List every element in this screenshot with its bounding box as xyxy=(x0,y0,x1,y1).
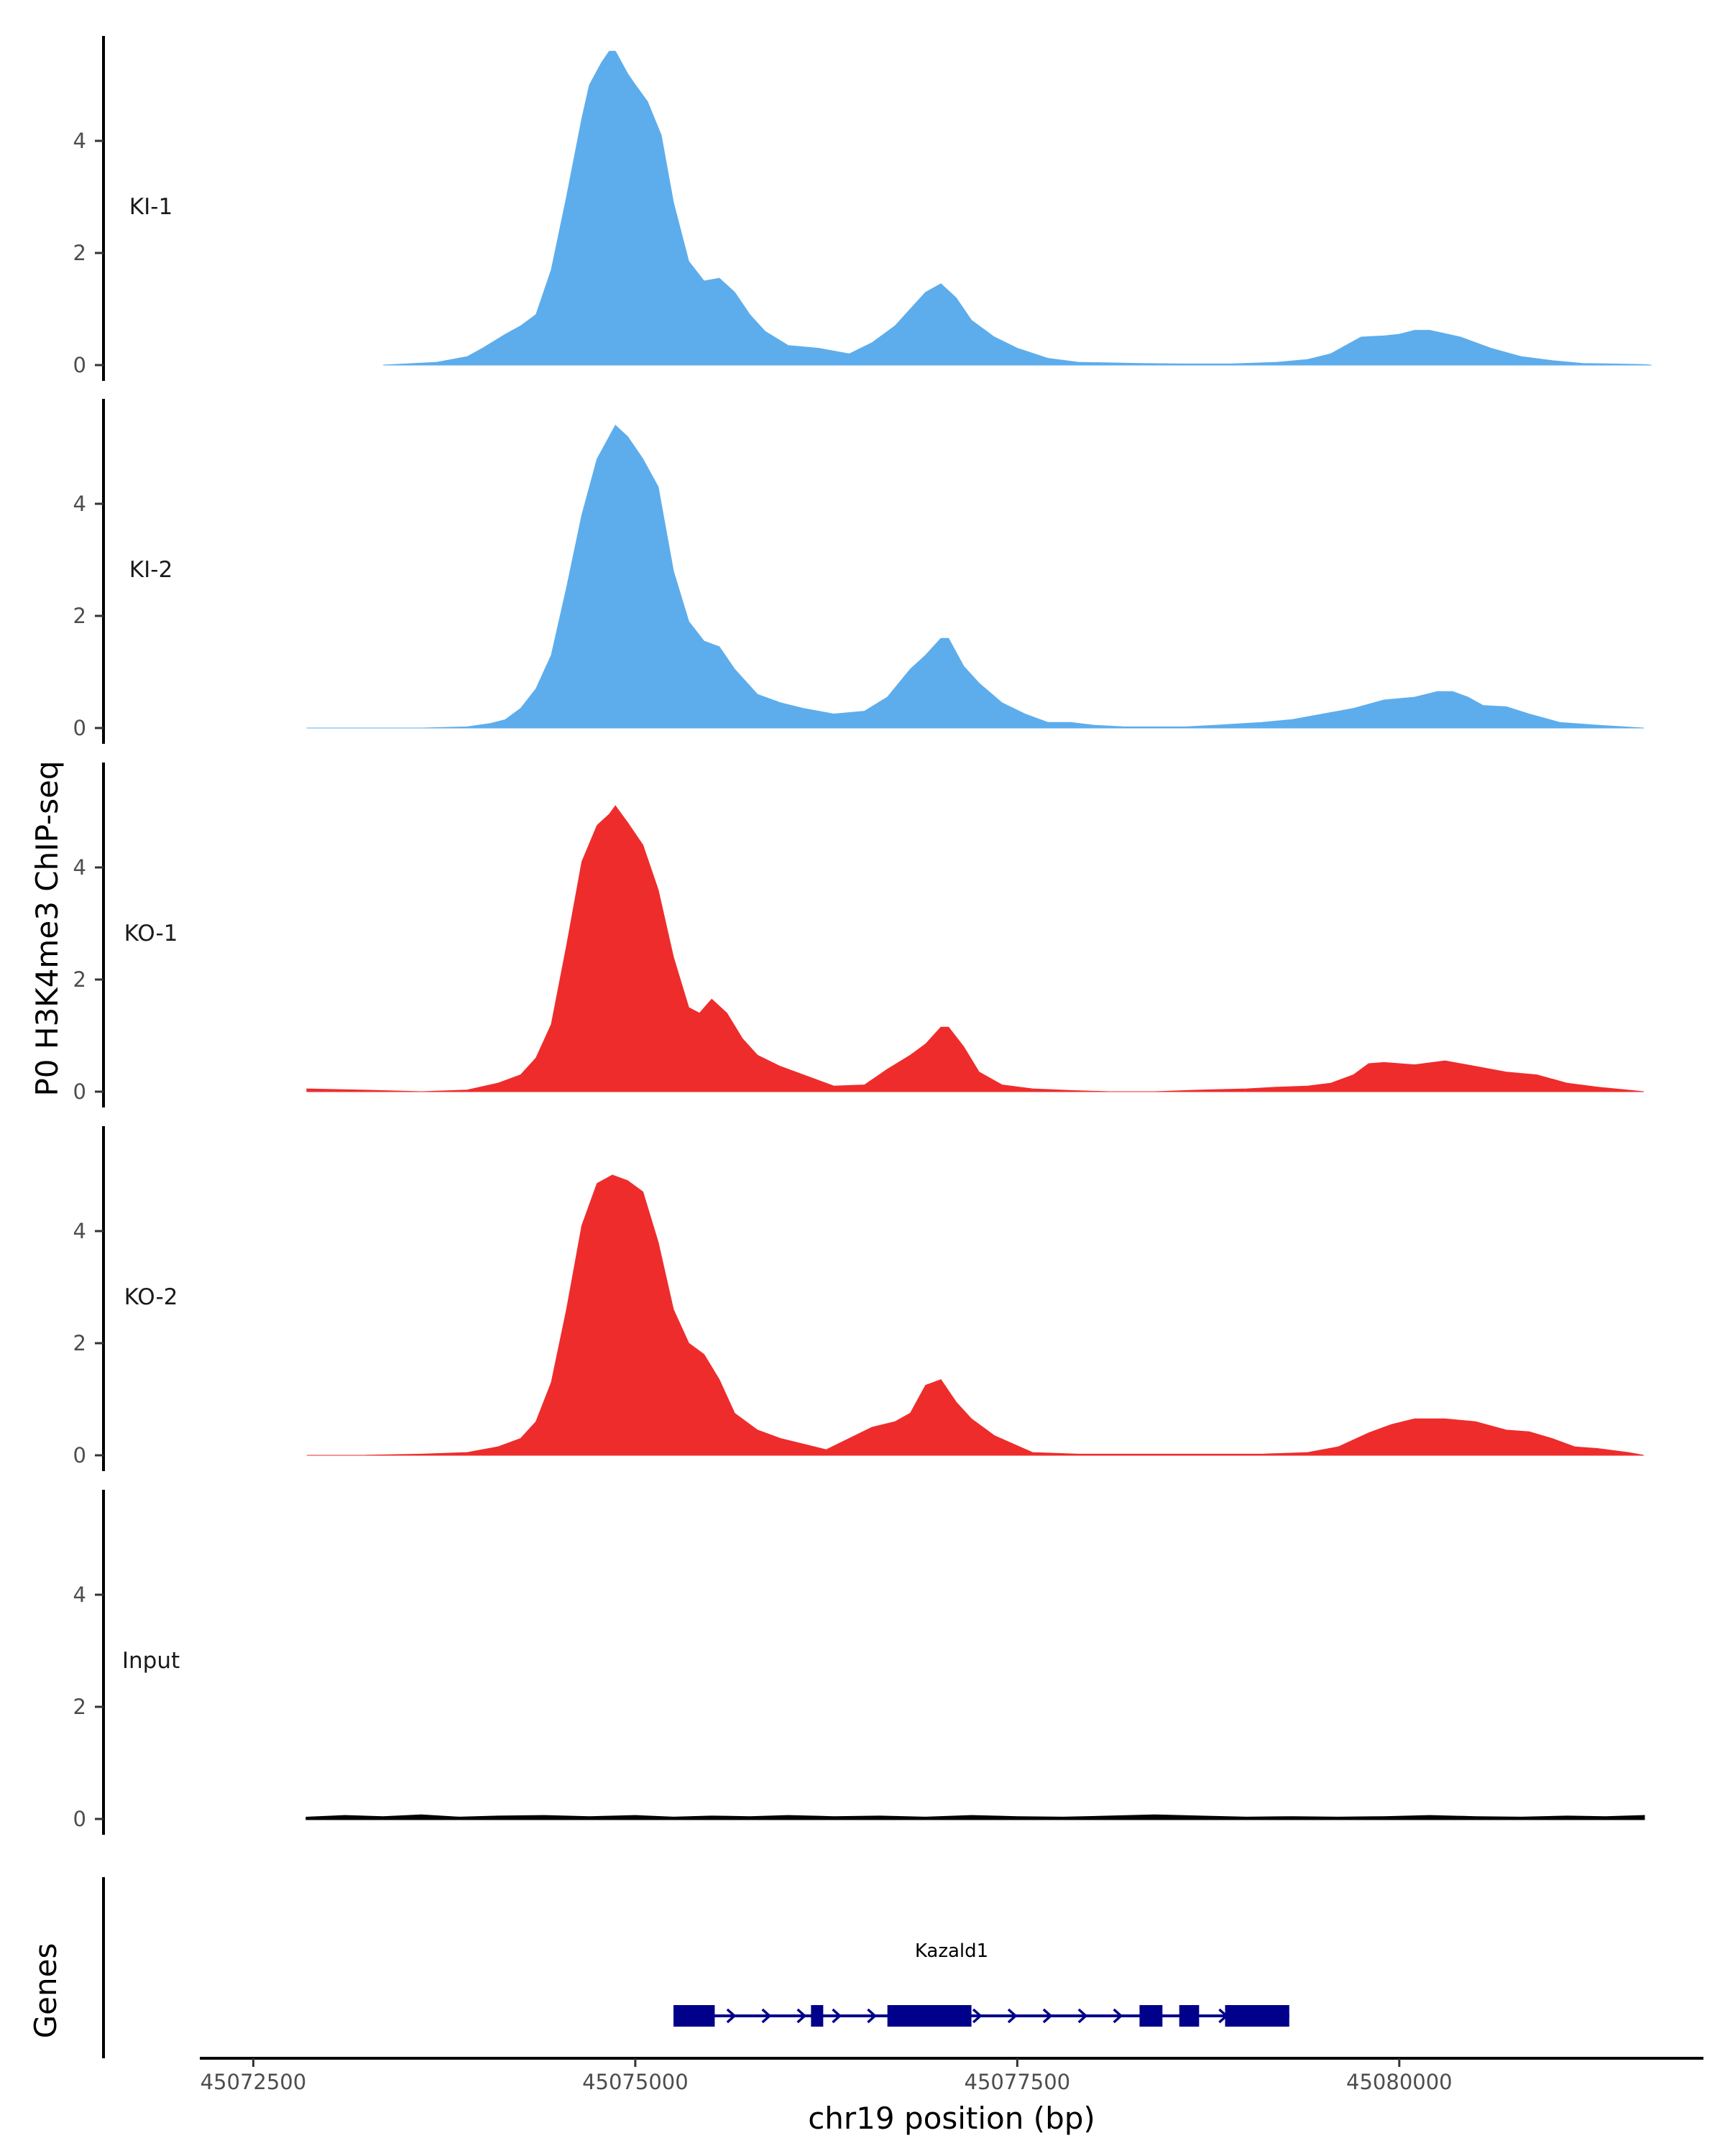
track-ki-2: 0 2 4 KI-2 xyxy=(73,399,1644,744)
gene-direction-arrow xyxy=(832,2008,842,2024)
gene-exon xyxy=(811,2005,824,2027)
track-label: Input xyxy=(122,1648,180,1674)
gene-direction-arrow xyxy=(796,2008,807,2024)
track-label: KI-2 xyxy=(129,557,172,583)
x-axis-title: chr19 position (bp) xyxy=(808,2101,1095,2136)
y-tick-label: 0 xyxy=(73,716,86,740)
track-panels: 0 2 4 KI-1 0 2 4 KI-2 0 2 4 KO-1 0 2 4 KO-2 0 2 4 Input xyxy=(73,36,1652,1835)
x-axis: 45072500 45075000 45077500 45080000 xyxy=(200,2057,1703,2094)
series-area-ki-1 xyxy=(383,50,1652,366)
genes-axis-label: Genes xyxy=(28,1943,63,2039)
x-tick-label: 45075000 xyxy=(582,2070,689,2094)
y-tick-label: 0 xyxy=(73,1443,86,1468)
gene-direction-arrow xyxy=(1077,2008,1088,2024)
gene-exon xyxy=(673,2005,715,2027)
y-tick-label: 2 xyxy=(73,604,86,628)
gene-direction-arrow xyxy=(1113,2008,1123,2024)
y-tick-label: 4 xyxy=(73,1219,86,1243)
series-area-ki-2 xyxy=(306,424,1644,729)
y-tick-label: 0 xyxy=(73,1807,86,1831)
gene-direction-arrow xyxy=(1007,2008,1018,2024)
y-tick-label: 2 xyxy=(73,1331,86,1355)
gene-exon xyxy=(1139,2005,1163,2027)
series-area-ko-1 xyxy=(306,805,1644,1092)
series-area-ko-2 xyxy=(306,1174,1644,1456)
series-area-input xyxy=(305,1814,1645,1820)
track-ko-2: 0 2 4 KO-2 xyxy=(73,1126,1644,1471)
gene-direction-arrow xyxy=(867,2008,878,2024)
track-label: KI-1 xyxy=(129,194,172,220)
gene-panel: Kazald1 Genes xyxy=(28,1877,1289,2058)
gene-exon xyxy=(887,2005,972,2027)
y-axis-title: P0 H3K4me3 ChIP-seq xyxy=(29,760,65,1096)
gene-exon xyxy=(1225,2005,1289,2027)
track-ki-1: 0 2 4 KI-1 xyxy=(73,36,1652,381)
y-tick-label: 4 xyxy=(73,129,86,153)
y-tick-label: 4 xyxy=(73,492,86,516)
gene-direction-arrow xyxy=(761,2008,772,2024)
x-tick-label: 45080000 xyxy=(1346,2070,1453,2094)
y-tick-label: 2 xyxy=(73,1695,86,1719)
gene-name-label: Kazald1 xyxy=(915,1940,988,1962)
gene-direction-arrow xyxy=(1042,2008,1053,2024)
track-input: 0 2 4 Input xyxy=(73,1490,1645,1835)
x-tick-label: 45077500 xyxy=(965,2070,1071,2094)
x-tick-label: 45072500 xyxy=(201,2070,307,2094)
y-tick-label: 4 xyxy=(73,855,86,880)
gene-exon xyxy=(1179,2005,1200,2027)
y-tick-label: 2 xyxy=(73,241,86,265)
y-tick-label: 2 xyxy=(73,967,86,992)
gene-direction-arrow xyxy=(972,2008,983,2024)
track-ko-1: 0 2 4 KO-1 xyxy=(73,763,1644,1107)
track-label: KO-1 xyxy=(124,921,178,946)
gene-direction-arrow xyxy=(726,2008,737,2024)
y-tick-label: 4 xyxy=(73,1583,86,1607)
y-tick-label: 0 xyxy=(73,353,86,377)
track-label: KO-2 xyxy=(124,1284,178,1310)
y-tick-label: 0 xyxy=(73,1079,86,1104)
